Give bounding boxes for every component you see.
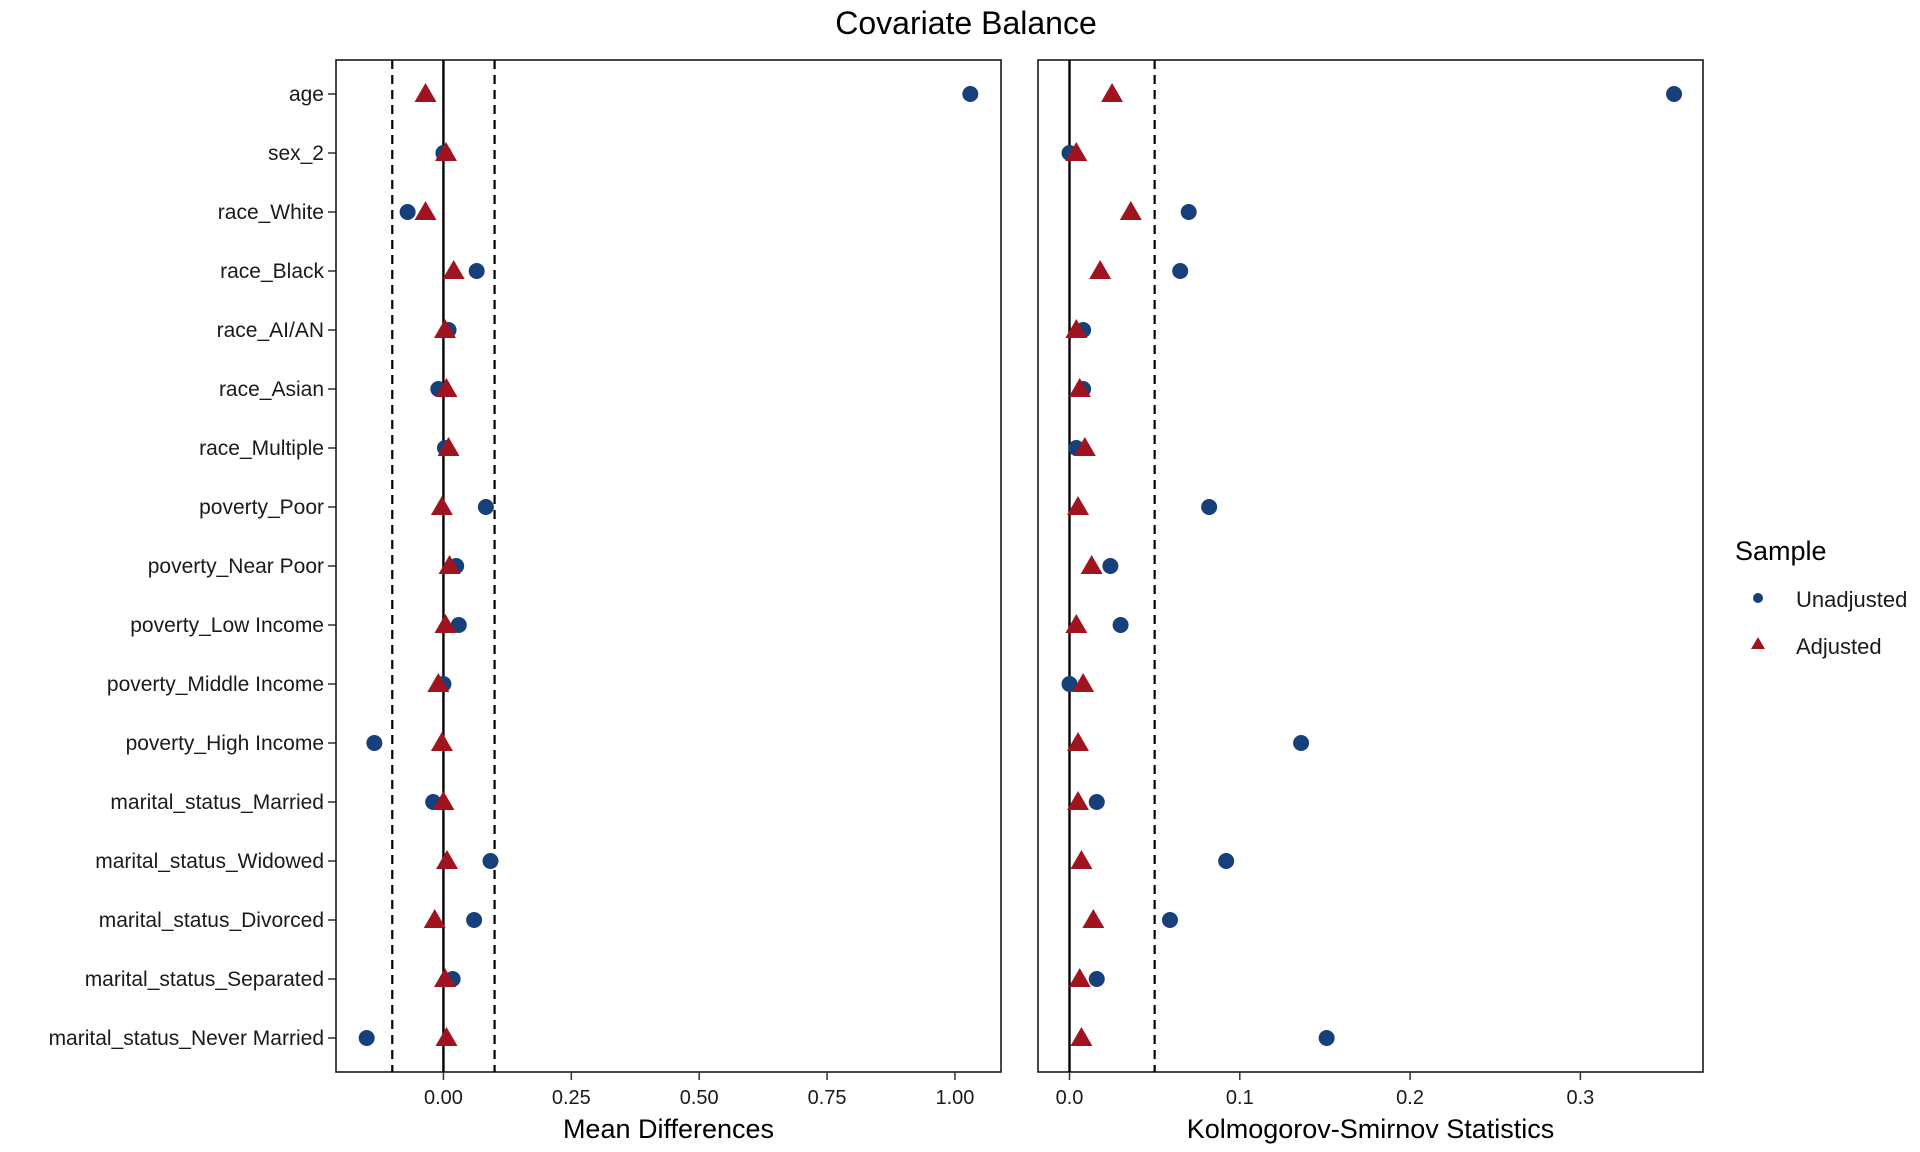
point-unadjusted: [1162, 912, 1178, 928]
point-unadjusted: [400, 204, 416, 220]
variable-label: marital_status_Never Married: [49, 1027, 324, 1050]
variable-label: poverty_Near Poor: [148, 555, 324, 578]
legend-label-unadjusted: Unadjusted: [1796, 587, 1907, 612]
x-tick-label: 1.00: [935, 1087, 974, 1109]
point-adjusted: [1101, 83, 1123, 102]
point-unadjusted: [359, 1030, 375, 1046]
variable-label: age: [289, 83, 324, 106]
point-unadjusted: [1181, 204, 1197, 220]
point-unadjusted: [1218, 853, 1234, 869]
x-tick-label: 0.25: [552, 1087, 591, 1109]
x-tick-label: 0.1: [1226, 1087, 1254, 1109]
variable-label: marital_status_Divorced: [99, 909, 324, 932]
x-tick-label: 0.50: [680, 1087, 719, 1109]
x-tick-label: 0.00: [424, 1087, 463, 1109]
point-adjusted: [1069, 968, 1091, 987]
point-adjusted: [1089, 260, 1111, 279]
legend-title: Sample: [1735, 536, 1827, 566]
point-adjusted: [1081, 555, 1103, 574]
point-adjusted: [1070, 850, 1092, 869]
x-tick-label: 0.0: [1056, 1087, 1084, 1109]
variable-label: race_AI/AN: [217, 319, 324, 342]
point-unadjusted: [469, 263, 485, 279]
point-unadjusted: [962, 86, 978, 102]
point-unadjusted: [1089, 971, 1105, 987]
point-adjusted: [431, 732, 453, 751]
point-unadjusted: [366, 735, 382, 751]
point-adjusted: [431, 496, 453, 515]
variable-label: sex_2: [268, 142, 324, 165]
point-unadjusted: [1113, 617, 1129, 633]
point-unadjusted: [1172, 263, 1188, 279]
point-adjusted: [436, 850, 458, 869]
variable-label: poverty_High Income: [126, 732, 324, 755]
variable-label: marital_status_Widowed: [95, 850, 324, 873]
point-adjusted: [1070, 1027, 1092, 1046]
point-adjusted: [435, 1027, 457, 1046]
point-unadjusted: [466, 912, 482, 928]
point-adjusted: [443, 260, 465, 279]
point-unadjusted: [1666, 86, 1682, 102]
x-tick-label: 0.75: [808, 1087, 847, 1109]
point-unadjusted: [482, 853, 498, 869]
point-adjusted: [415, 83, 437, 102]
variable-label: poverty_Poor: [199, 496, 324, 519]
chart-title: Covariate Balance: [835, 5, 1096, 41]
variable-label: race_Asian: [219, 378, 324, 401]
x-tick-label: 0.3: [1566, 1087, 1594, 1109]
x-axis-title: Mean Differences: [563, 1114, 774, 1144]
point-adjusted: [415, 201, 437, 220]
point-unadjusted: [478, 499, 494, 515]
panel-mean-differences: 0.00 0.25 0.50 0.75 1.00 Mean Differences: [336, 60, 1001, 1144]
variable-label: poverty_Middle Income: [107, 673, 324, 696]
variable-labels: age sex_2 race_White race_Black race_AI/ANra…: [49, 83, 336, 1050]
variable-label: marital_status_Married: [110, 791, 324, 814]
variable-label: race_Multiple: [199, 437, 324, 460]
point-unadjusted: [1102, 558, 1118, 574]
legend-marker-adjusted: [1751, 637, 1765, 649]
panel-ks-statistics: 0.0 0.1 0.2 0.3 Kolmogorov-Smirnov Statistic…: [1038, 60, 1703, 1144]
point-adjusted: [1082, 909, 1104, 928]
legend-label-adjusted: Adjusted: [1796, 634, 1882, 659]
variable-label: marital_status_Separated: [85, 968, 324, 991]
variable-label: poverty_Low Income: [130, 614, 324, 637]
point-unadjusted: [1201, 499, 1217, 515]
legend: Sample Unadjusted Adjusted: [1735, 536, 1907, 659]
x-axis-title: Kolmogorov-Smirnov Statistics: [1187, 1114, 1555, 1144]
point-unadjusted: [1319, 1030, 1335, 1046]
variable-label: race_White: [218, 201, 324, 224]
legend-marker-unadjusted: [1753, 593, 1763, 603]
point-unadjusted: [1293, 735, 1309, 751]
point-unadjusted: [1089, 794, 1105, 810]
variable-label: race_Black: [220, 260, 324, 283]
covariate-balance-chart: Covariate Balance age sex_2 race_Whiterace…: [0, 0, 1920, 1152]
x-tick-label: 0.2: [1396, 1087, 1424, 1109]
panel-frame: [1038, 60, 1703, 1072]
point-adjusted: [1120, 201, 1142, 220]
